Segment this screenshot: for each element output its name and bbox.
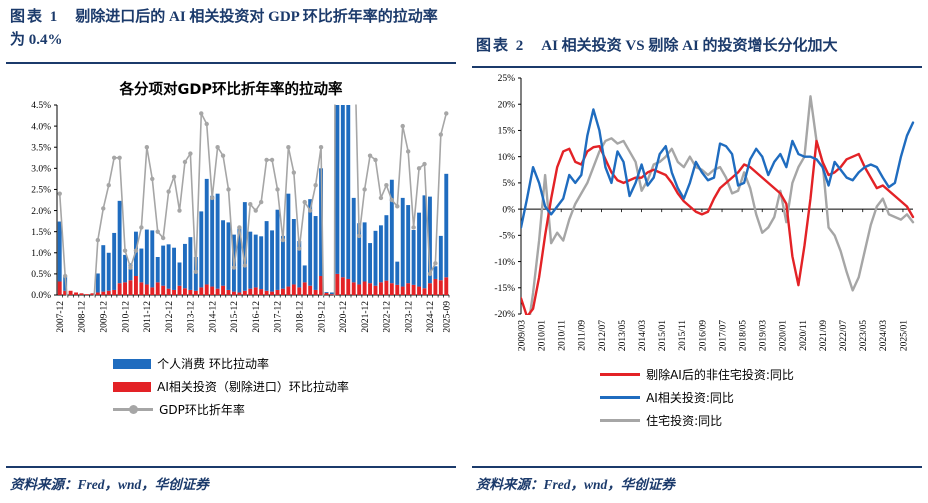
svg-text:4.0%: 4.0%	[31, 122, 51, 132]
svg-text:-20%: -20%	[494, 310, 515, 320]
red-line-swatch	[600, 373, 641, 376]
figure-2-source: 资料来源：Fred，wnd，华创证券	[472, 466, 922, 503]
svg-text:2010-12: 2010-12	[121, 301, 131, 333]
legend-item-ai-investment: AI相关投资:同比	[600, 389, 794, 406]
svg-text:2017/07: 2017/07	[718, 320, 728, 351]
svg-text:2015-12: 2015-12	[230, 301, 240, 333]
svg-text:0.5%: 0.5%	[31, 270, 51, 280]
figure-1-source: 资料来源：Fred，wnd，华创证券	[6, 466, 456, 503]
legend-label: 剔除AI后的非住宅投资:同比	[646, 368, 794, 382]
yoy-lines	[521, 95, 915, 315]
figure-1-label: 图表 1	[10, 9, 60, 25]
gdp-contribution-chart: 0.0% 0.5% 1.0% 1.5% 2.0% 2.5% 3.0% 3.5% 4.0% 4.5%…	[31, 101, 452, 333]
blue-bar-swatch	[113, 358, 152, 369]
svg-text:2021-12: 2021-12	[361, 301, 371, 333]
gray-line-swatch	[113, 405, 154, 414]
svg-text:0%: 0%	[502, 205, 515, 215]
chart-2-legend: 剔除AI后的非住宅投资:同比 AI相关投资:同比 住宅投资:同比	[600, 366, 794, 429]
svg-text:2016/09: 2016/09	[698, 320, 708, 351]
svg-text:2018/05: 2018/05	[739, 320, 749, 351]
svg-text:10%: 10%	[498, 153, 516, 163]
svg-text:1.0%: 1.0%	[31, 249, 51, 259]
chart-1-area: 0.0% 0.5% 1.0% 1.5% 2.0% 2.5% 3.0% 3.5% 4.0% 4.5%…	[6, 99, 456, 353]
svg-text:2020/01: 2020/01	[779, 320, 789, 351]
red-bar-swatch	[113, 381, 152, 392]
figure-1-panel: 图表 1 剔除进口后的 AI 相关投资对 GDP 环比折年率的拉动率为 0.4% …	[0, 0, 462, 503]
figure-2-title: AI 相关投资 VS 剔除 AI 的投资增长分化加大	[541, 37, 838, 54]
svg-text:2010/11: 2010/11	[558, 320, 568, 351]
svg-text:2011/09: 2011/09	[578, 320, 588, 351]
svg-text:2010/01: 2010/01	[538, 320, 548, 351]
legend-item-nonres-ex-ai: 剔除AI后的非住宅投资:同比	[600, 366, 794, 383]
svg-text:2023-12: 2023-12	[404, 301, 414, 333]
svg-text:2024-12: 2024-12	[426, 301, 436, 333]
svg-text:2015/01: 2015/01	[658, 320, 668, 351]
svg-text:2025/01: 2025/01	[899, 320, 909, 351]
svg-text:2008-12: 2008-12	[78, 301, 88, 333]
svg-text:2024/03: 2024/03	[879, 320, 889, 351]
svg-text:2009-12: 2009-12	[99, 301, 109, 333]
svg-text:2.0%: 2.0%	[31, 207, 51, 217]
svg-text:2007-12: 2007-12	[56, 301, 66, 333]
svg-text:2012/07: 2012/07	[598, 320, 608, 351]
legend-label: AI相关投资:同比	[646, 391, 734, 405]
legend-item-consumption: 个人消费 环比拉动率	[113, 355, 349, 372]
chart-1-legend: 个人消费 环比拉动率 AI相关投资（剔除进口）环比拉动率 GDP环比折年率	[113, 355, 349, 418]
svg-text:25%: 25%	[498, 74, 516, 84]
chart-1-title: 各分项对GDP环比折年率的拉动率	[119, 82, 343, 98]
figure-2-label: 图表 2	[476, 37, 526, 54]
legend-item-residential: 住宅投资:同比	[600, 412, 794, 429]
svg-text:2019-12: 2019-12	[317, 301, 327, 333]
legend-item-ai-investment: AI相关投资（剔除进口）环比拉动率	[113, 378, 349, 395]
figure-1-title: 剔除进口后的 AI 相关投资对 GDP 环比折年率的拉动率为 0.4%	[10, 9, 438, 49]
svg-text:-10%: -10%	[494, 258, 515, 268]
legend-label: GDP环比折年率	[159, 403, 245, 417]
legend-item-gdp: GDP环比折年率	[113, 401, 349, 418]
svg-text:2014-12: 2014-12	[208, 301, 218, 333]
legend-label: 个人消费 环比拉动率	[157, 357, 269, 371]
svg-text:2018-12: 2018-12	[295, 301, 305, 333]
svg-text:2.5%: 2.5%	[31, 186, 51, 196]
svg-text:2014/03: 2014/03	[638, 320, 648, 351]
svg-text:2009/03: 2009/03	[517, 320, 527, 351]
svg-text:2021/09: 2021/09	[819, 320, 829, 351]
svg-text:2022-12: 2022-12	[383, 301, 393, 333]
svg-text:1.5%: 1.5%	[31, 228, 51, 238]
svg-text:2013/05: 2013/05	[618, 320, 628, 351]
svg-text:2022/07: 2022/07	[839, 320, 849, 351]
marker-dot-icon	[129, 405, 139, 414]
svg-text:15%: 15%	[498, 127, 516, 137]
gdp-line	[57, 104, 449, 296]
figure-2-panel: 图表 2 AI 相关投资 VS 剔除 AI 的投资增长分化加大 -20% -15% -…	[466, 0, 928, 503]
legend-label: 住宅投资:同比	[646, 414, 723, 428]
svg-text:2012-12: 2012-12	[165, 301, 175, 333]
blue-line-swatch	[600, 396, 641, 399]
svg-text:2019/03: 2019/03	[759, 320, 769, 351]
svg-text:2017-12: 2017-12	[274, 301, 284, 333]
svg-text:2023/05: 2023/05	[859, 320, 869, 351]
svg-text:2015/11: 2015/11	[678, 320, 688, 351]
svg-text:2013-12: 2013-12	[187, 301, 197, 333]
legend-label: AI相关投资（剔除进口）环比拉动率	[157, 380, 349, 394]
svg-text:2016-12: 2016-12	[252, 301, 262, 333]
figure-2-header: 图表 2 AI 相关投资 VS 剔除 AI 的投资增长分化加大	[472, 0, 922, 68]
svg-text:3.0%: 3.0%	[31, 165, 51, 175]
svg-text:3.5%: 3.5%	[31, 143, 51, 153]
svg-text:20%: 20%	[498, 100, 516, 110]
gray-line-swatch	[600, 419, 641, 422]
svg-text:0.0%: 0.0%	[31, 291, 51, 301]
figure-1-header: 图表 1 剔除进口后的 AI 相关投资对 GDP 环比折年率的拉动率为 0.4%	[6, 0, 456, 64]
svg-text:5%: 5%	[502, 179, 515, 189]
svg-text:2025-09: 2025-09	[442, 301, 452, 333]
svg-text:2011-12: 2011-12	[143, 301, 153, 333]
svg-text:2020/11: 2020/11	[799, 320, 809, 351]
svg-text:-5%: -5%	[499, 232, 515, 242]
stacked-bars	[57, 105, 449, 295]
svg-text:2020-12: 2020-12	[339, 301, 349, 333]
svg-text:4.5%: 4.5%	[31, 101, 51, 111]
investment-growth-chart: -20% -15% -10% -5% 0% 5% 10% 15% 20% 25% 2009/03 20…	[494, 74, 915, 351]
svg-text:-15%: -15%	[494, 284, 515, 294]
chart-2-area: -20% -15% -10% -5% 0% 5% 10% 15% 20% 25% 2009/03 20…	[472, 72, 922, 364]
